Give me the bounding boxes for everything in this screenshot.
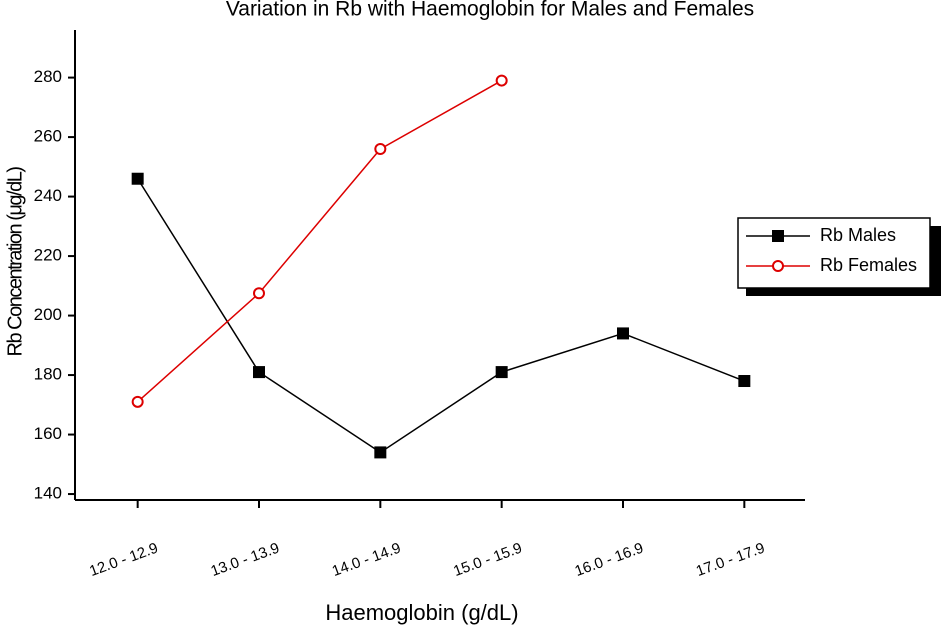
- y-tick-label: 160: [34, 424, 62, 443]
- data-point: [253, 287, 265, 300]
- data-point: [131, 395, 144, 408]
- y-axis-label: Rb Concentration (μg/dL): [4, 167, 26, 357]
- y-tick-label: 220: [34, 246, 62, 265]
- data-point: [253, 366, 265, 379]
- y-tick-label: 260: [34, 127, 62, 146]
- series-line: [137, 79, 503, 403]
- y-tick-label: 280: [34, 67, 62, 86]
- x-tick-label: 13.0 - 13.9: [209, 540, 282, 581]
- chart-title: Variation in Rb with Haemoglobin for Mal…: [226, 0, 754, 21]
- data-point: [772, 230, 784, 242]
- data-point: [738, 375, 751, 388]
- y-tick-label: 140: [34, 484, 62, 503]
- x-tick-label: 12.0 - 12.9: [87, 540, 160, 581]
- data-point: [617, 327, 629, 340]
- y-tick-label: 180: [34, 365, 62, 384]
- series-line: [137, 178, 745, 454]
- x-axis-label: Haemoglobin (g/dL): [325, 600, 518, 625]
- legend-label: Rb Males: [820, 225, 896, 245]
- x-tick-label: 16.0 - 16.9: [573, 540, 646, 581]
- y-tick-label: 240: [34, 186, 62, 205]
- data-point: [495, 74, 508, 87]
- data-point: [495, 366, 508, 379]
- x-tick-label: 15.0 - 15.9: [451, 540, 524, 581]
- legend: [737, 217, 931, 289]
- x-tick-label: 14.0 - 14.9: [330, 540, 403, 581]
- data-point: [772, 260, 784, 272]
- x-tick-label: 17.0 - 17.9: [694, 540, 767, 581]
- y-tick-label: 200: [34, 305, 62, 324]
- data-point: [131, 172, 144, 185]
- legend-label: Rb Females: [820, 255, 917, 275]
- data-point: [374, 142, 387, 155]
- data-point: [374, 446, 387, 459]
